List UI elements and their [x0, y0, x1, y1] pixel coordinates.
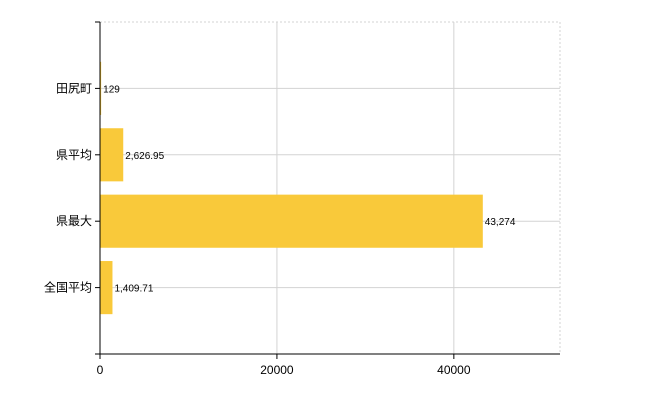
category-label: 県平均: [56, 148, 92, 162]
bar: [100, 61, 102, 115]
category-label: 全国平均: [44, 280, 92, 295]
data-label: 129: [103, 84, 120, 95]
data-labels: 129 2,626.95 43,274 1,409.71: [103, 84, 516, 294]
data-label: 2,626.95: [125, 151, 164, 162]
x-tick-label: 40000: [437, 363, 471, 377]
bar: [100, 261, 113, 315]
bars: [100, 61, 483, 315]
axes: [95, 21, 560, 359]
x-tick-labels: 0 20000 40000: [97, 363, 471, 377]
data-label: 1,409.71: [114, 284, 153, 295]
category-label: 県最大: [56, 214, 92, 228]
category-label: 田尻町: [56, 81, 92, 95]
gridlines: [100, 21, 561, 355]
bar: [100, 194, 483, 248]
x-tick-label: 20000: [260, 363, 294, 377]
bar: [100, 128, 124, 182]
data-label: 43,274: [485, 217, 516, 228]
x-tick-label: 0: [97, 363, 104, 377]
